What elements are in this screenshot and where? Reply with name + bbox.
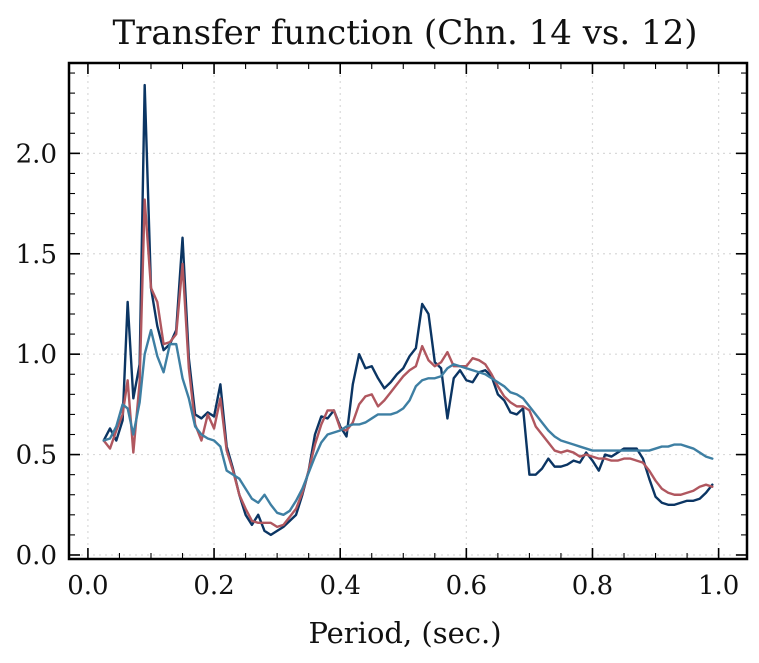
- chart-title: Transfer function (Chn. 14 vs. 12): [112, 13, 697, 53]
- x-axis-label: Period, (sec.): [308, 616, 501, 650]
- x-tick-label-0: 0.0: [67, 571, 108, 601]
- series-line-3: [102, 328, 714, 517]
- y-tick-label-4: 2.0: [16, 139, 57, 169]
- tick-labels: 0.0 0.2 0.4 0.6 0.8 1.0 0.0 0.5 1.0 1.5 2.0: [16, 139, 740, 601]
- grid: [69, 63, 747, 559]
- x-tick-label-5: 1.0: [698, 571, 739, 601]
- x-tick-label-3: 0.6: [446, 571, 487, 601]
- y-tick-label-1: 0.5: [16, 441, 57, 471]
- series-line-2: [102, 198, 714, 529]
- plot-frame: [67, 61, 749, 561]
- x-tick-label-1: 0.2: [193, 571, 234, 601]
- series-group: [102, 83, 714, 537]
- y-tick-label-2: 1.0: [16, 340, 57, 370]
- x-tick-label-2: 0.4: [320, 571, 361, 601]
- axis-ticks: [69, 63, 747, 559]
- x-tick-label-4: 0.8: [572, 571, 613, 601]
- y-tick-label-3: 1.5: [16, 240, 57, 270]
- series-line-1: [102, 83, 714, 537]
- y-tick-label-0: 0.0: [16, 541, 57, 571]
